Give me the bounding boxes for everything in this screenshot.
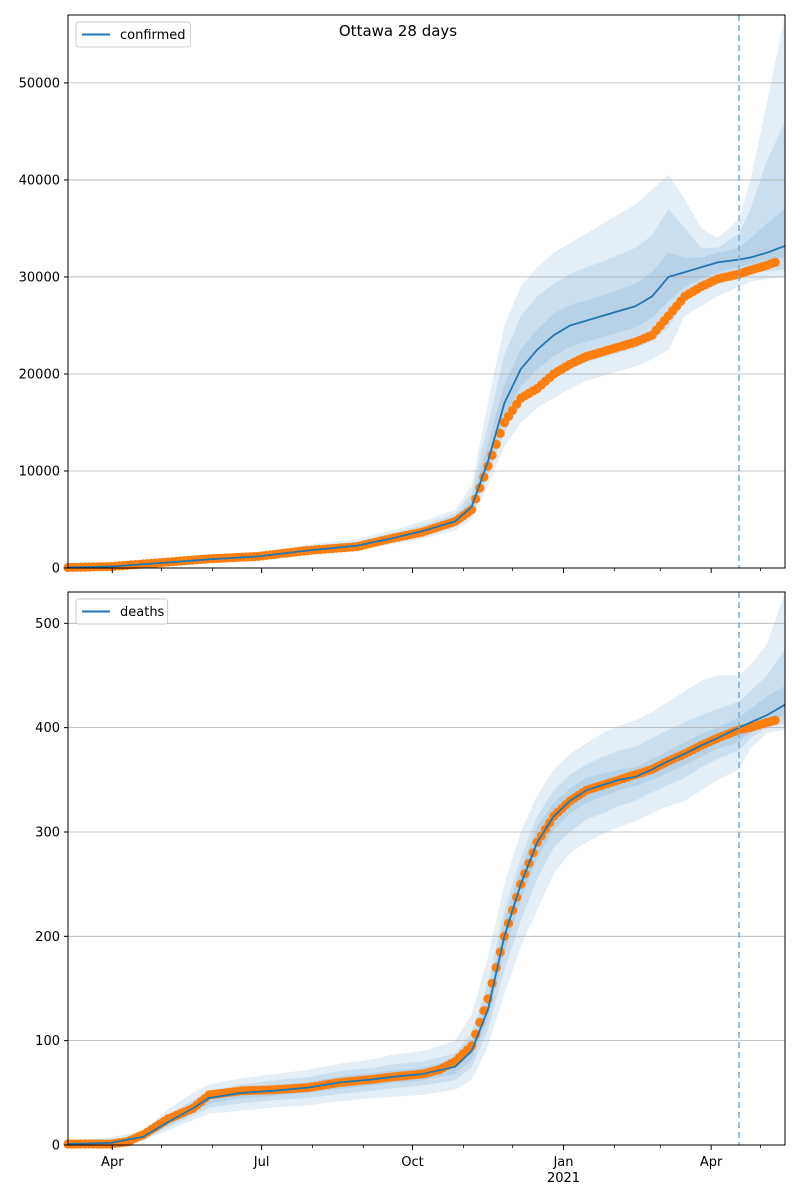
- confirmed-legend-label: confirmed: [120, 28, 186, 43]
- deaths-legend-label: deaths: [120, 605, 165, 620]
- confirmed-panel: 0 10000 20000 30000 40000 50000 confirmed: [19, 14, 786, 577]
- confirmed-ytick-label: 50000: [19, 76, 60, 91]
- confirmed-band-1: [68, 15, 785, 568]
- confirmed-ytick-label: 40000: [19, 173, 60, 188]
- deaths-ytick-label: 0: [52, 1139, 60, 1154]
- deaths-ytick-label: 500: [35, 617, 60, 632]
- confirmed-y-axis: 0 10000 20000 30000 40000 50000: [19, 76, 68, 577]
- confirmed-observed-point: [467, 505, 477, 515]
- deaths-confidence-bands: [68, 592, 785, 1145]
- confirmed-model-series: [67, 245, 786, 569]
- confirmed-legend: confirmed: [75, 21, 191, 48]
- deaths-model-line: [67, 703, 786, 1145]
- confirmed-confidence-bands: [68, 15, 785, 568]
- deaths-legend: deaths: [75, 598, 169, 625]
- confirmed-observed-point: [770, 257, 780, 267]
- deaths-gridlines: [68, 622, 785, 1042]
- confirmed-ytick-label: 10000: [19, 464, 60, 479]
- x-tick-label: Apr: [101, 1155, 124, 1170]
- deaths-ytick-label: 300: [35, 825, 60, 840]
- confirmed-band-3: [68, 209, 785, 568]
- deaths-band-2: [68, 649, 785, 1145]
- confirmed-x-axis: [111, 568, 761, 573]
- confirmed-ytick-label: 0: [52, 562, 60, 577]
- deaths-x-axis: Apr Jul Oct Jan Apr: [101, 1145, 761, 1170]
- confirmed-observed-point: [495, 428, 505, 438]
- deaths-legend-box: [75, 598, 169, 625]
- deaths-band-3: [68, 685, 785, 1144]
- x-tick-label: Apr: [700, 1155, 723, 1170]
- deaths-panel: 0 100 200 300 400 500 Apr Jul Oct Jan Apr 2021 de…: [35, 591, 786, 1186]
- deaths-ytick-label: 100: [35, 1034, 60, 1049]
- deaths-ytick-label: 400: [35, 721, 60, 736]
- x-tick-label: Jul: [253, 1155, 270, 1170]
- confirmed-legend-box: [75, 21, 191, 48]
- confirmed-axes-frame: [67, 14, 786, 569]
- confirmed-ytick-label: 20000: [19, 367, 60, 382]
- confirmed-model-line: [67, 245, 786, 569]
- confirmed-gridlines: [68, 82, 785, 472]
- deaths-ytick-label: 200: [35, 930, 60, 945]
- figure-title: Ottawa 28 days: [339, 22, 457, 40]
- x-tick-label: Oct: [401, 1155, 423, 1170]
- deaths-y-axis: 0 100 200 300 400 500: [35, 617, 68, 1154]
- deaths-axes-frame: [67, 591, 786, 1146]
- deaths-observed-point: [770, 715, 780, 725]
- confirmed-ytick-label: 30000: [19, 270, 60, 285]
- x-year-label: 2021: [547, 1171, 580, 1186]
- confirmed-band-2: [68, 121, 785, 568]
- deaths-model-series: [67, 703, 786, 1145]
- x-tick-label: Jan: [552, 1155, 573, 1170]
